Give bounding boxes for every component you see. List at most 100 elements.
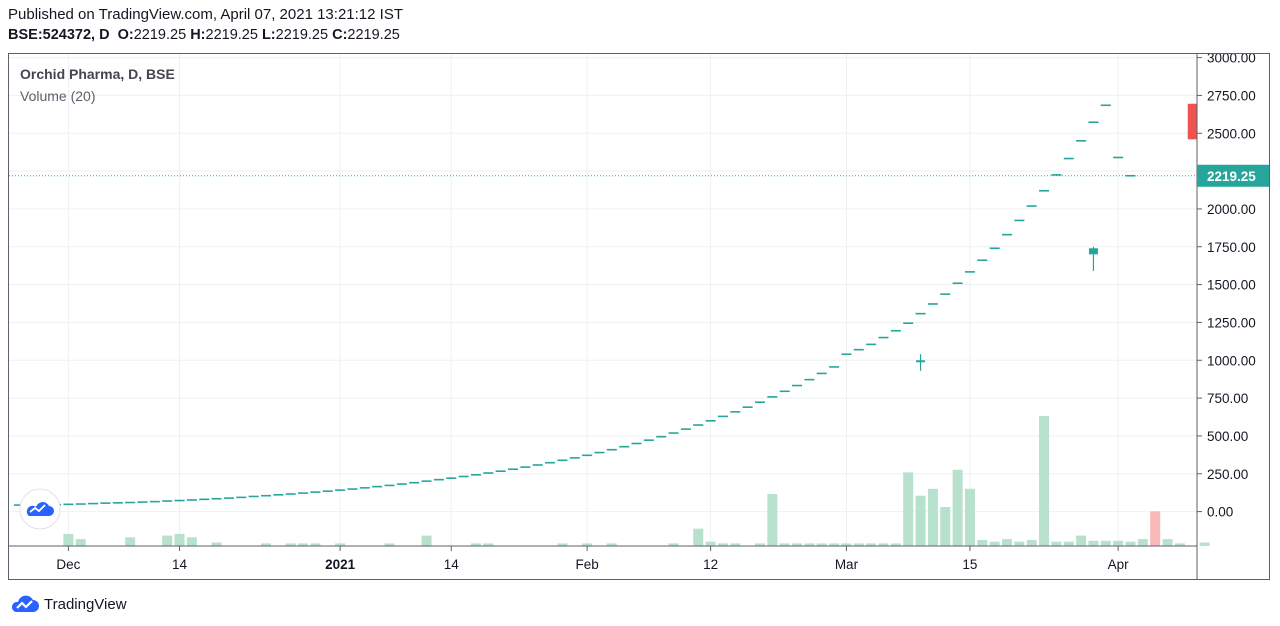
ohlc-readout: BSE:524372, D O:2219.25 H:2219.25 L:2219… (8, 27, 400, 43)
volume-bar (693, 528, 704, 546)
volume-bar (977, 539, 988, 546)
volume-bar (841, 543, 852, 546)
volume-bar (1014, 541, 1025, 546)
low-label: L: (261, 27, 276, 43)
price-tick-label: 250.00 (1207, 467, 1248, 482)
volume-bar (755, 543, 765, 546)
chart-frame[interactable]: 3000.002750.002500.002250.002000.001750.… (8, 53, 1270, 580)
volume-bar (853, 543, 864, 546)
price-tick-label: 3000.00 (1207, 54, 1256, 66)
last-price-badge (1197, 164, 1269, 187)
volume-bar (1199, 542, 1210, 546)
volume-bar (125, 537, 136, 546)
volume-bar (1088, 540, 1099, 546)
low-value: 2219.25 (275, 27, 329, 43)
price-tick-label: 1250.00 (1207, 315, 1256, 330)
price-tick-label: 500.00 (1207, 429, 1248, 444)
volume-bar (989, 541, 1000, 546)
volume-bar (730, 543, 741, 546)
legend-title: Orchid Pharma, D, BSE (20, 66, 175, 82)
volume-bar (1113, 540, 1124, 546)
volume-bar (779, 543, 790, 546)
chart-canvas[interactable]: 3000.002750.002500.002250.002000.001750.… (9, 54, 1270, 580)
price-tick-label: 1000.00 (1207, 353, 1256, 368)
volume-bar (915, 495, 926, 546)
volume-bar (964, 488, 975, 546)
tradingview-badge-line-icon (29, 504, 46, 513)
time-tick-label: Apr (1108, 557, 1130, 572)
candle-body (1088, 248, 1098, 255)
volume-bar (261, 543, 271, 546)
footer-brand: TradingView (44, 595, 127, 613)
volume-bar (483, 543, 494, 546)
price-tick-label: 750.00 (1207, 391, 1248, 406)
high-value: 2219.25 (205, 27, 258, 43)
time-tick-label: Feb (575, 557, 598, 572)
candle-body (916, 360, 926, 363)
open-label: O: (117, 27, 134, 43)
time-tick-label: 2021 (325, 557, 356, 572)
volume-bar (1002, 539, 1012, 546)
volume-bar (211, 542, 222, 546)
volume-bar (866, 543, 877, 546)
volume-bar (63, 533, 74, 546)
price-tick-label: 2750.00 (1207, 88, 1256, 103)
volume-bar (285, 543, 296, 546)
last-price-label: 2219.25 (1207, 169, 1256, 184)
volume-bar (335, 543, 346, 546)
volume-bar (298, 543, 309, 546)
time-tick-label: 14 (172, 557, 188, 572)
volume-bar (1162, 539, 1173, 546)
volume-bar (557, 543, 568, 546)
tradingview-cloud-icon (11, 595, 39, 612)
volume-bar (878, 543, 889, 546)
volume-bar (804, 543, 815, 546)
volume-bar (1100, 540, 1111, 546)
volume-bar (470, 543, 481, 546)
volume-bar (767, 494, 778, 546)
volume-bar (927, 488, 938, 546)
volume-bar (75, 539, 86, 546)
open-value: 2219.25 (133, 27, 187, 43)
volume-bar (174, 533, 185, 546)
volume-bar (1076, 535, 1087, 546)
price-tick-label: 0.00 (1207, 505, 1233, 520)
volume-bar (162, 535, 173, 546)
volume-bar (1063, 541, 1074, 546)
volume-bar (952, 469, 963, 546)
volume-bar (705, 541, 716, 546)
volume-bar (668, 543, 679, 546)
volume-bar (606, 543, 617, 546)
volume-bar (1174, 543, 1185, 546)
price-tick-label: 2000.00 (1207, 202, 1256, 217)
price-tick-label: 1500.00 (1207, 278, 1256, 293)
high-label: H: (190, 27, 206, 43)
volume-bar (582, 543, 593, 546)
time-tick-label: 15 (962, 557, 977, 572)
legend-volume: Volume (20) (20, 88, 96, 104)
volume-bar (310, 543, 321, 546)
price-tick-label: 1750.00 (1207, 240, 1256, 255)
volume-bar (890, 543, 901, 546)
volume-bar (816, 543, 827, 546)
volume-bar (384, 543, 395, 546)
close-value: 2219.25 (347, 27, 400, 43)
volume-bar (1026, 539, 1037, 546)
time-tick-label: 14 (444, 557, 460, 572)
time-tick-label: 12 (703, 557, 718, 572)
volume-bar (421, 535, 432, 546)
volume-bar (1039, 416, 1050, 546)
close-label: C: (332, 27, 348, 43)
volume-bar (829, 543, 840, 546)
symbol-label: BSE:524372, D (8, 27, 110, 43)
volume-bar (1137, 539, 1148, 546)
volume-bar (1051, 541, 1062, 546)
volume-bar (1125, 541, 1136, 546)
time-tick-label: Dec (56, 557, 80, 572)
candle-body (1187, 103, 1197, 140)
volume-bar (792, 543, 803, 546)
volume-bar (186, 537, 197, 546)
tradingview-logo[interactable]: TradingView (8, 594, 127, 614)
time-tick-label: Mar (835, 557, 859, 572)
price-tick-label: 2500.00 (1207, 126, 1256, 141)
